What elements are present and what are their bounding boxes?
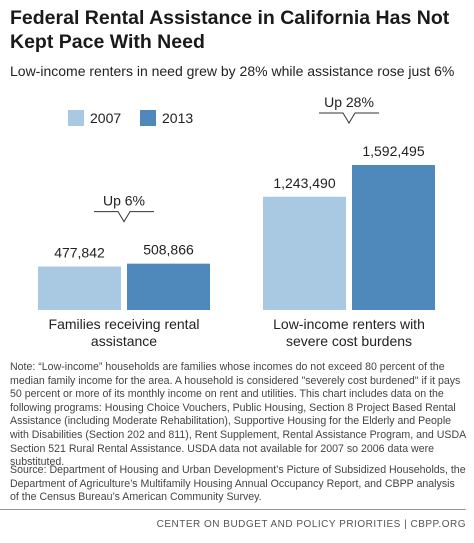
category-label-box: Families receiving rental assistance [48, 316, 200, 349]
category-label-box: Low-income renters with severe cost burd… [273, 316, 425, 349]
legend-label: 2013 [162, 110, 193, 126]
annotation: Up 28% [324, 94, 374, 110]
bar [263, 196, 346, 310]
chart: 2007 2013 477,842 508,866 Up 6% Families rece… [38, 94, 435, 349]
bar [352, 165, 435, 310]
bar [127, 263, 210, 310]
value-label: 1,243,490 [273, 175, 335, 191]
bar [38, 266, 121, 310]
legend-swatch [140, 110, 156, 126]
value-label: 477,842 [54, 244, 105, 260]
legend-label: 2007 [90, 110, 121, 126]
note: Note: “Low-income” households are famili… [10, 361, 466, 469]
category-label: Low-income renters with severe cost burd… [273, 316, 425, 349]
value-label: 508,866 [143, 242, 194, 258]
chart-title: Federal Rental Assistance in California … [10, 7, 450, 53]
category-label: Families receiving rental assistance [48, 316, 200, 349]
annotation: Up 6% [103, 193, 145, 209]
legend-swatch [68, 110, 84, 126]
chart-subtitle: Low-income renters in need grew by 28% w… [10, 63, 455, 79]
callout [94, 211, 154, 223]
callout [319, 112, 379, 124]
value-label: 1,592,495 [362, 143, 424, 159]
footer: CENTER ON BUDGET AND POLICY PRIORITIES |… [0, 509, 466, 530]
source: Source: Department of Housing and Urban … [10, 464, 466, 504]
